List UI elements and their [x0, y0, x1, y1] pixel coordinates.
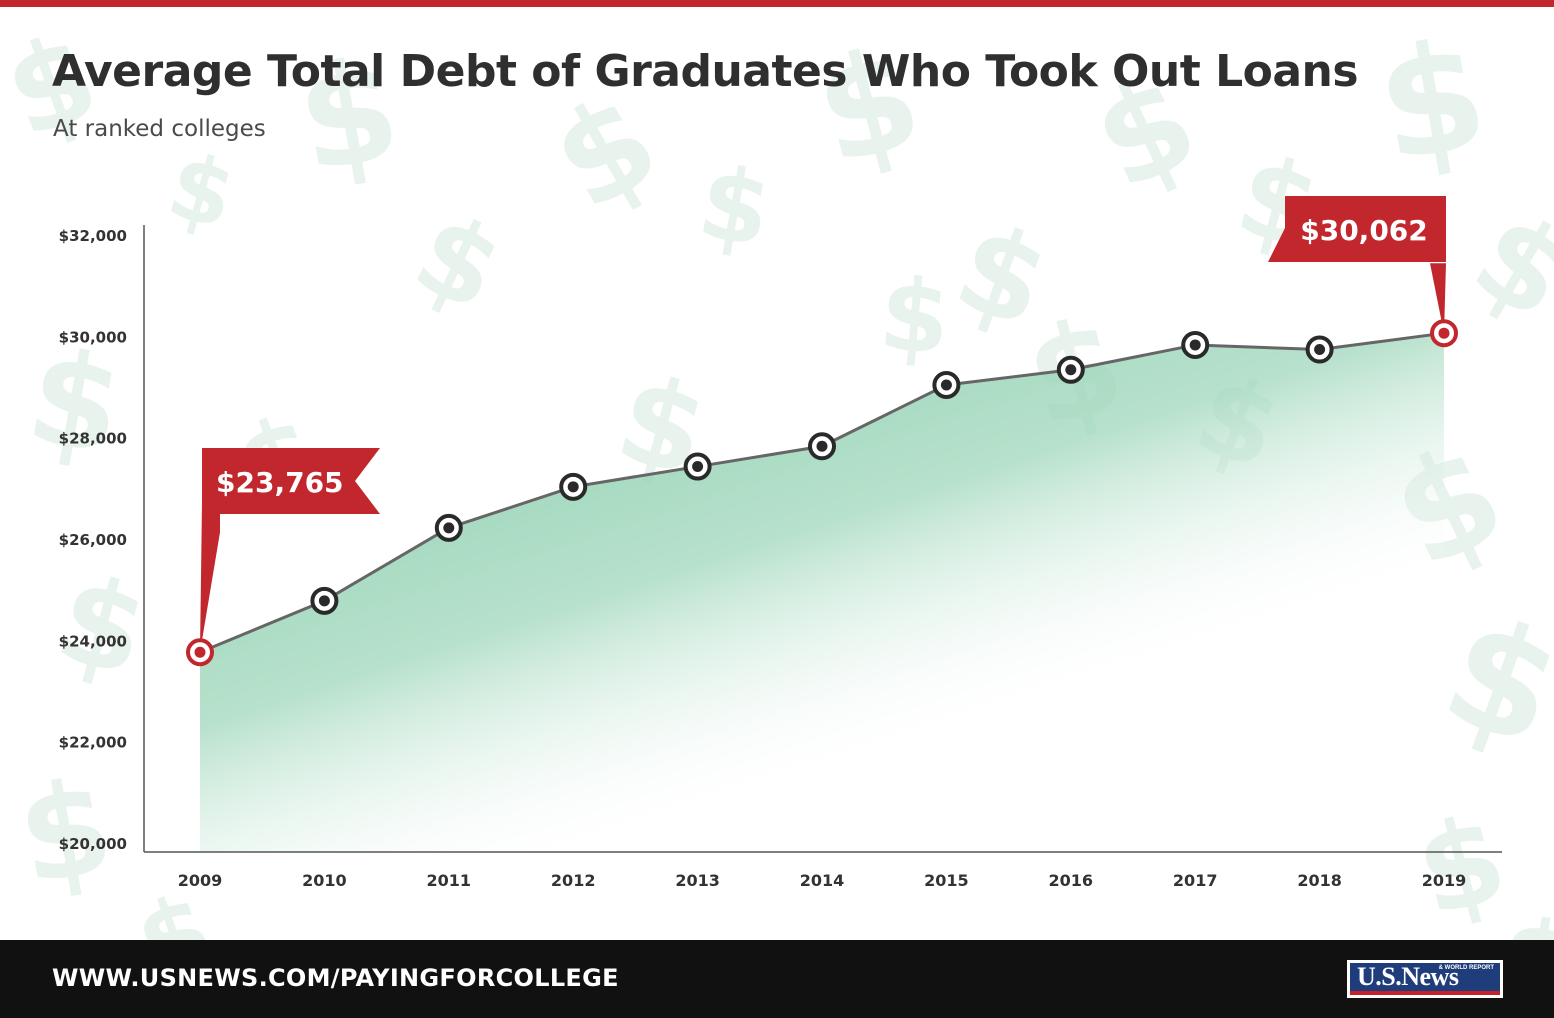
- data-point-dot: [692, 461, 704, 473]
- data-point: [932, 370, 961, 399]
- x-tick-label: 2014: [800, 871, 845, 890]
- x-tick-label: 2010: [302, 871, 347, 890]
- x-tick-label: 2012: [551, 871, 596, 890]
- data-point: [683, 452, 712, 481]
- logo-tagline: & WORLD REPORT: [1438, 965, 1494, 971]
- footer-url-link[interactable]: WWW.USNEWS.COM/PAYINGFORCOLLEGE: [52, 964, 619, 992]
- y-tick-label: $26,000: [59, 531, 127, 549]
- data-point-dot: [816, 440, 828, 452]
- chart-subtitle: At ranked colleges: [53, 116, 266, 142]
- x-tick-label: 2017: [1173, 871, 1218, 890]
- logo-wordmark: U.S.News: [1357, 962, 1459, 991]
- y-tick-label: $28,000: [59, 430, 127, 448]
- data-point-dot: [1314, 344, 1326, 356]
- data-point: [1056, 355, 1085, 384]
- data-point-dot: [1438, 327, 1450, 339]
- annotation-flag-start: [202, 448, 380, 514]
- annotation-label-start: $23,765: [216, 466, 344, 499]
- data-point: [434, 513, 463, 542]
- top-accent-bar: [0, 0, 1554, 7]
- annotation-flag-pole: [1430, 263, 1446, 334]
- y-tick-label: $32,000: [59, 227, 127, 245]
- data-point: [186, 638, 214, 667]
- data-point-dot: [194, 646, 206, 658]
- data-point-dot: [318, 595, 330, 607]
- x-tick-label: 2009: [178, 871, 223, 890]
- annotation-label-end: $30,062: [1300, 214, 1428, 247]
- x-tick-label: 2016: [1049, 871, 1094, 890]
- area-fill: [200, 333, 1444, 852]
- usnews-logo: U.S.News & WORLD REPORT: [1347, 960, 1503, 998]
- annotation-flag-pole: [200, 502, 220, 653]
- footer-bar: WWW.USNEWS.COM/PAYINGFORCOLLEGE U.S.News…: [0, 940, 1554, 1018]
- data-point: [310, 586, 339, 615]
- data-point-dot: [567, 481, 579, 493]
- x-tick-label: 2019: [1422, 871, 1467, 890]
- data-point: [808, 432, 836, 461]
- x-tick-label: 2013: [675, 871, 720, 890]
- annotation-flag-end: [1268, 196, 1446, 262]
- x-tick-label: 2015: [924, 871, 969, 890]
- chart-title: Average Total Debt of Graduates Who Took…: [52, 46, 1359, 97]
- data-point-dot: [1065, 364, 1077, 376]
- y-tick-label: $30,000: [59, 328, 127, 346]
- data-point-dot: [940, 379, 952, 391]
- data-point: [1181, 330, 1210, 359]
- x-tick-label: 2018: [1297, 871, 1342, 890]
- debt-area-chart: $20,000 $22,000 $24,000 $26,000 $28,000 $30,0…: [59, 196, 1502, 890]
- y-tick-label: $22,000: [59, 734, 127, 752]
- x-tick-label: 2011: [427, 871, 472, 890]
- data-point-dot: [443, 522, 455, 534]
- data-point: [1430, 319, 1458, 348]
- y-tick-label: $24,000: [59, 632, 127, 650]
- y-tick-label: $20,000: [59, 835, 127, 853]
- data-point: [1305, 335, 1334, 364]
- data-point-dot: [1189, 339, 1201, 351]
- data-point: [559, 472, 588, 501]
